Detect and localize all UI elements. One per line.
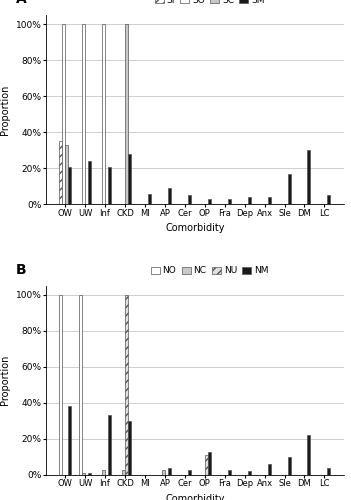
Bar — [188, 196, 191, 204]
Bar — [248, 472, 251, 475]
Bar — [59, 142, 62, 204]
Bar — [168, 188, 171, 204]
Bar — [108, 416, 111, 475]
Bar — [122, 470, 125, 475]
Bar — [88, 473, 91, 475]
Text: B: B — [16, 263, 26, 277]
Bar — [128, 421, 131, 475]
X-axis label: Comorbidity: Comorbidity — [165, 494, 225, 500]
Bar — [102, 24, 105, 204]
Bar — [327, 468, 330, 475]
Bar — [68, 166, 71, 204]
Bar — [205, 455, 208, 475]
Bar — [82, 24, 85, 204]
Bar — [128, 154, 131, 204]
Bar — [188, 470, 191, 475]
Bar — [59, 294, 62, 475]
Legend: NO, NC, NU, NM: NO, NC, NU, NM — [150, 266, 270, 276]
Bar — [102, 470, 105, 475]
Y-axis label: Proportion: Proportion — [0, 84, 10, 135]
Bar — [208, 199, 211, 204]
Bar — [148, 194, 151, 204]
Bar — [65, 145, 68, 204]
Bar — [62, 24, 65, 204]
X-axis label: Comorbidity: Comorbidity — [165, 223, 225, 233]
Bar — [327, 196, 330, 204]
Bar — [88, 161, 91, 204]
Bar — [208, 452, 211, 475]
Bar — [79, 294, 82, 475]
Bar — [228, 470, 231, 475]
Bar — [228, 199, 231, 204]
Bar — [82, 473, 85, 475]
Bar — [168, 468, 171, 475]
Text: A: A — [16, 0, 27, 6]
Bar — [267, 197, 271, 204]
Bar — [248, 197, 251, 204]
Bar — [108, 166, 111, 204]
Y-axis label: Proportion: Proportion — [0, 355, 10, 406]
Bar — [287, 457, 291, 475]
Legend: SI, SO, SC, SM: SI, SO, SC, SM — [154, 0, 266, 6]
Bar — [307, 150, 311, 204]
Bar — [162, 470, 165, 475]
Bar — [307, 436, 311, 475]
Bar — [125, 24, 128, 204]
Bar — [267, 464, 271, 475]
Bar — [68, 406, 71, 475]
Bar — [125, 294, 128, 475]
Bar — [287, 174, 291, 204]
